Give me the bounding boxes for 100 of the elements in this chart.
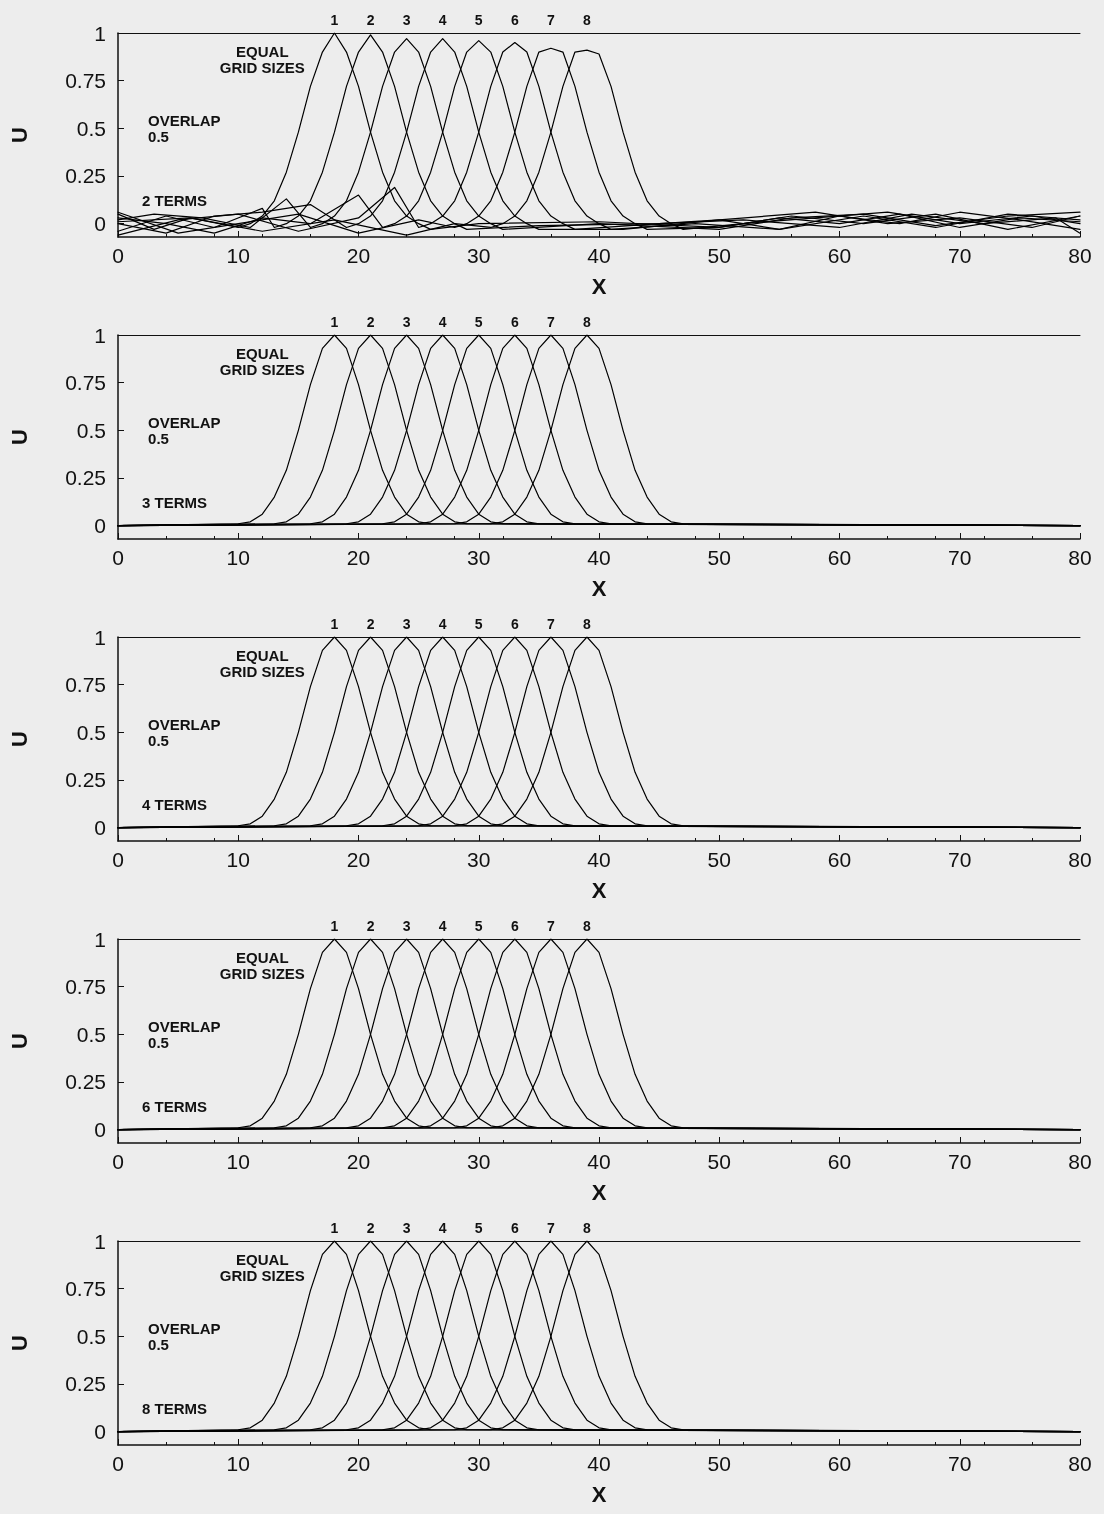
y-axis-title: U — [6, 1335, 32, 1351]
series-label: 1 — [330, 1220, 339, 1236]
series-label: 6 — [510, 11, 519, 28]
y-tick-label: 1 — [94, 927, 106, 951]
series-label: 3 — [402, 1220, 411, 1236]
y-axis-title: U — [6, 731, 32, 747]
x-axis-title: X — [591, 1179, 607, 1205]
series-label: 7 — [547, 11, 555, 28]
y-tick-label: 0.5 — [76, 116, 106, 140]
x-tick-label: 40 — [587, 244, 611, 267]
series-label: 3 — [402, 616, 411, 632]
x-tick-label: 60 — [827, 1452, 852, 1475]
y-tick-label: 0 — [94, 1420, 106, 1444]
x-tick-label: 50 — [707, 1452, 731, 1475]
series-label: 5 — [474, 918, 483, 934]
y-tick-label: 0 — [94, 816, 106, 840]
x-tick-label: 20 — [346, 546, 371, 569]
y-tick-label: 0.25 — [65, 768, 106, 792]
x-tick-label: 10 — [226, 848, 250, 871]
x-tick-label: 0 — [112, 1452, 124, 1475]
x-tick-label: 70 — [948, 244, 972, 267]
series-label: 6 — [510, 918, 519, 934]
series-label: 5 — [474, 11, 483, 28]
x-tick-label: 10 — [226, 244, 250, 267]
x-tick-label: 80 — [1068, 1150, 1092, 1173]
annotation: EQUAL GRID SIZES — [219, 43, 305, 77]
x-tick-label: 10 — [226, 1150, 250, 1173]
x-tick-label: 0 — [112, 848, 124, 871]
annotation: OVERLAP 0.5 — [148, 1319, 221, 1353]
annotation: OVERLAP 0.5 — [148, 111, 221, 145]
x-tick-label: 30 — [467, 1452, 491, 1475]
series-label: 2 — [366, 11, 375, 28]
x-tick-label: 20 — [346, 1452, 371, 1475]
x-tick-label: 40 — [587, 1150, 611, 1173]
y-tick-label: 0.25 — [65, 1070, 106, 1094]
x-tick-label: 60 — [827, 244, 852, 267]
annotation: 2 TERMS — [142, 192, 208, 210]
series-label: 6 — [510, 1220, 519, 1236]
y-tick-label: 0.5 — [76, 720, 106, 744]
y-axis-title: U — [6, 1033, 32, 1049]
y-axis-title: U — [6, 429, 32, 445]
x-tick-label: 80 — [1068, 244, 1092, 267]
x-tick-label: 10 — [226, 1452, 250, 1475]
y-tick-label: 0 — [94, 1118, 106, 1142]
y-tick-label: 0 — [94, 514, 106, 538]
annotation: OVERLAP 0.5 — [148, 715, 221, 749]
x-tick-label: 70 — [948, 848, 972, 871]
series-label: 2 — [366, 918, 375, 934]
annotation: EQUAL GRID SIZES — [219, 345, 305, 379]
y-tick-label: 0.5 — [76, 1324, 106, 1348]
series-label: 7 — [547, 918, 555, 934]
series-label: 4 — [438, 918, 447, 934]
series-label: 2 — [366, 616, 375, 632]
x-tick-label: 60 — [827, 848, 852, 871]
x-tick-label: 70 — [948, 1150, 972, 1173]
y-tick-label: 0.75 — [65, 975, 106, 999]
x-tick-label: 30 — [467, 848, 491, 871]
series-label: 3 — [402, 918, 411, 934]
x-tick-label: 50 — [707, 244, 731, 267]
series-label: 6 — [510, 616, 519, 632]
series-label: 7 — [547, 314, 555, 330]
annotation: 6 TERMS — [142, 1098, 208, 1116]
series-label: 1 — [330, 314, 339, 330]
series-label: 1 — [330, 616, 339, 632]
x-axis-title: X — [591, 273, 607, 299]
series-label: 6 — [510, 314, 519, 330]
series-label: 5 — [474, 1220, 483, 1236]
series-label: 3 — [402, 11, 411, 28]
series-label: 7 — [547, 1220, 555, 1236]
x-tick-label: 60 — [827, 546, 852, 569]
y-tick-label: 0.75 — [65, 1277, 106, 1301]
x-tick-label: 80 — [1068, 546, 1092, 569]
series-label: 2 — [366, 1220, 375, 1236]
annotation: EQUAL GRID SIZES — [219, 647, 305, 681]
x-tick-label: 20 — [346, 244, 371, 267]
x-tick-label: 0 — [112, 244, 124, 267]
y-tick-label: 1 — [94, 323, 106, 347]
series-label: 4 — [438, 1220, 447, 1236]
x-axis-title: X — [591, 575, 607, 601]
x-tick-label: 40 — [587, 546, 611, 569]
series-label: 8 — [583, 314, 592, 330]
series-label: 4 — [438, 11, 447, 28]
x-tick-label: 20 — [346, 848, 371, 871]
series-label: 4 — [438, 314, 447, 330]
series-label: 7 — [547, 616, 555, 632]
x-tick-label: 80 — [1068, 848, 1092, 871]
x-tick-label: 30 — [467, 1150, 491, 1173]
series-label: 1 — [330, 12, 339, 28]
y-tick-label: 0.75 — [65, 371, 106, 395]
annotation: EQUAL GRID SIZES — [219, 1251, 305, 1285]
y-tick-label: 0.5 — [76, 418, 106, 442]
x-tick-label: 50 — [707, 546, 731, 569]
annotation: OVERLAP 0.5 — [148, 1017, 221, 1051]
series-label: 8 — [583, 918, 592, 934]
x-tick-label: 40 — [587, 1452, 611, 1475]
y-tick-label: 0.25 — [65, 1372, 106, 1396]
annotation: EQUAL GRID SIZES — [219, 949, 305, 983]
x-tick-label: 20 — [346, 1150, 371, 1173]
series-label: 3 — [402, 314, 411, 330]
y-axis-title: U — [6, 127, 32, 143]
